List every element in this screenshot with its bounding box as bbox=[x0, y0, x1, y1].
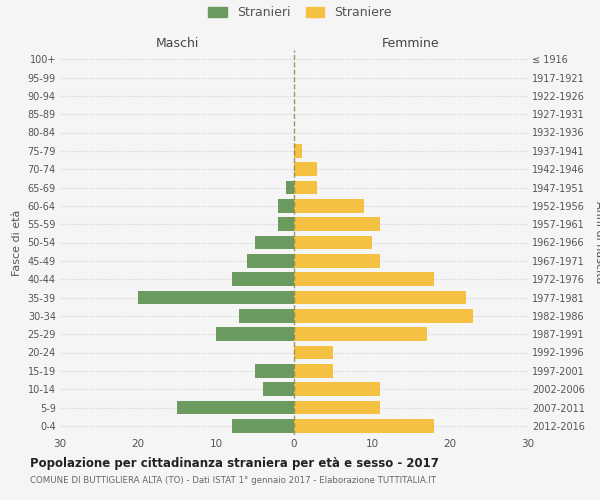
Bar bbox=[138, 290, 294, 304]
Bar bbox=[294, 346, 333, 360]
Bar bbox=[278, 199, 294, 212]
Text: Maschi: Maschi bbox=[155, 37, 199, 50]
Bar bbox=[294, 328, 427, 341]
Bar bbox=[263, 382, 294, 396]
Bar bbox=[294, 180, 317, 194]
Text: Popolazione per cittadinanza straniera per età e sesso - 2017: Popolazione per cittadinanza straniera p… bbox=[30, 458, 439, 470]
Bar bbox=[255, 236, 294, 250]
Bar bbox=[294, 236, 372, 250]
Bar bbox=[247, 254, 294, 268]
Y-axis label: Anni di nascita: Anni di nascita bbox=[595, 201, 600, 284]
Bar bbox=[294, 364, 333, 378]
Y-axis label: Fasce di età: Fasce di età bbox=[12, 210, 22, 276]
Bar bbox=[294, 162, 317, 176]
Bar bbox=[294, 254, 380, 268]
Bar bbox=[239, 309, 294, 322]
Bar bbox=[232, 272, 294, 286]
Text: Femmine: Femmine bbox=[382, 37, 440, 50]
Bar bbox=[294, 272, 434, 286]
Bar bbox=[294, 290, 466, 304]
Text: COMUNE DI BUTTIGLIERA ALTA (TO) - Dati ISTAT 1° gennaio 2017 - Elaborazione TUTT: COMUNE DI BUTTIGLIERA ALTA (TO) - Dati I… bbox=[30, 476, 436, 485]
Bar bbox=[294, 218, 380, 231]
Bar bbox=[286, 180, 294, 194]
Bar bbox=[278, 218, 294, 231]
Bar bbox=[216, 328, 294, 341]
Bar bbox=[232, 419, 294, 432]
Legend: Stranieri, Straniere: Stranieri, Straniere bbox=[208, 6, 392, 19]
Bar bbox=[294, 382, 380, 396]
Bar bbox=[255, 364, 294, 378]
Bar bbox=[294, 309, 473, 322]
Bar bbox=[294, 144, 302, 158]
Bar bbox=[294, 199, 364, 212]
Bar bbox=[294, 400, 380, 414]
Bar bbox=[177, 400, 294, 414]
Bar bbox=[294, 419, 434, 432]
